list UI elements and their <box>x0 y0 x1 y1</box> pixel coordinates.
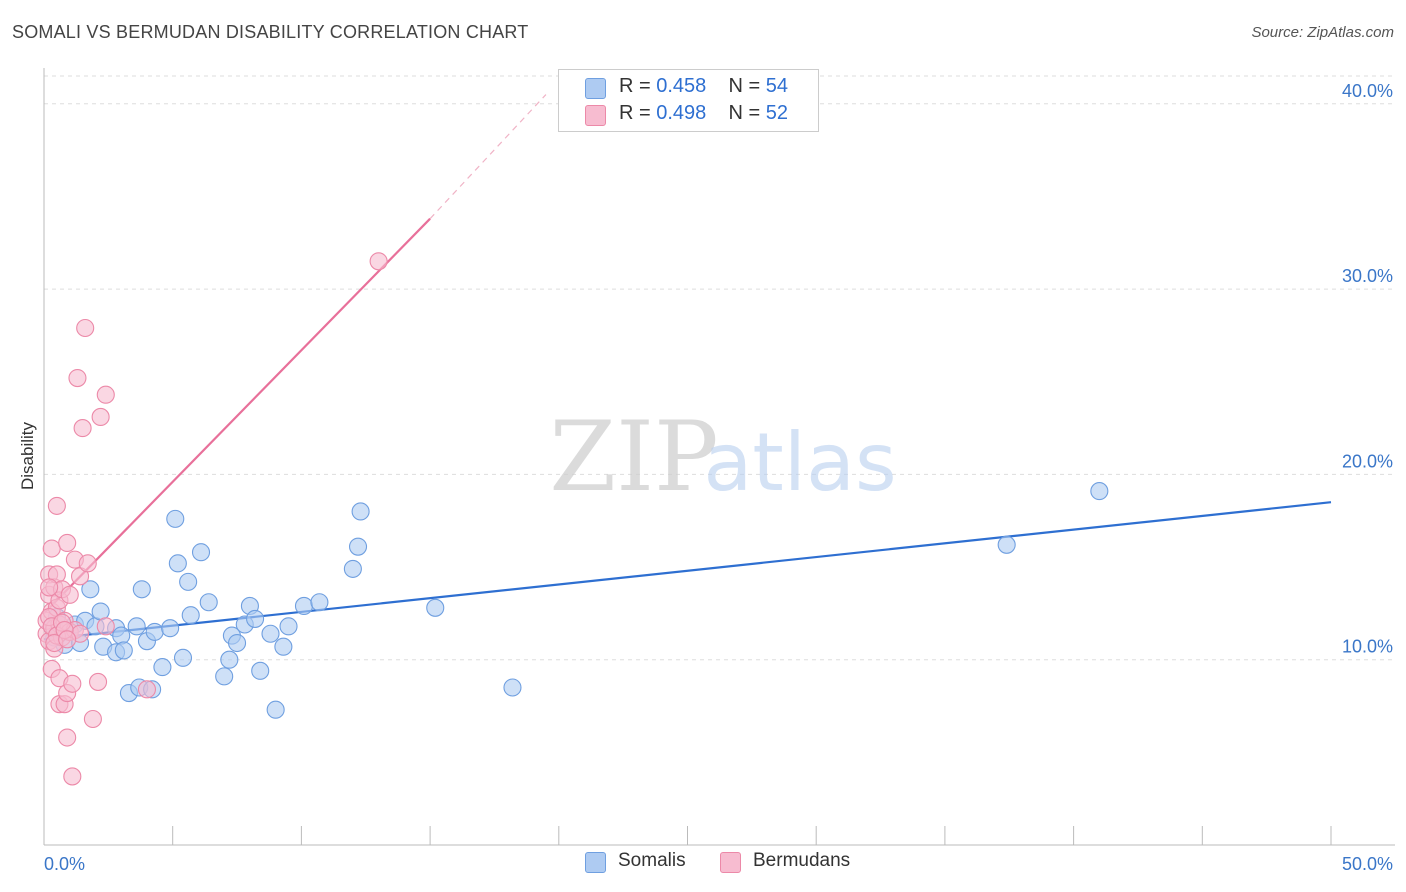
bermudan-point <box>60 585 79 604</box>
somali-point <box>343 559 362 578</box>
bermudan-point <box>58 630 77 649</box>
y-tick-label: 30.0% <box>1342 266 1393 286</box>
tick-labels: 10.0% 20.0% 30.0% 40.0% 0.0% 50.0% <box>44 81 1393 874</box>
y-axis-label: Disability <box>18 421 37 490</box>
somali-point <box>114 641 133 660</box>
somalis-legend-label: Somalis <box>618 850 686 871</box>
stats-legend: R = 0.458 N = 54 R = 0.498 N = 52 <box>558 69 819 132</box>
somali-point <box>279 617 298 636</box>
source-label: Source: ZipAtlas.com <box>1251 24 1394 41</box>
bermudan-swatch <box>585 105 606 126</box>
somali-point <box>997 535 1016 554</box>
watermark-zip: ZIP <box>549 401 718 513</box>
bermudan-point <box>83 709 102 729</box>
chart-title: SOMALI VS BERMUDAN DISABILITY CORRELATIO… <box>12 22 529 42</box>
somali-point <box>145 622 164 641</box>
bermudan-point <box>58 728 77 747</box>
bermudan-point <box>63 674 82 693</box>
bermudans-legend-label: Bermudans <box>753 850 851 871</box>
somali-point <box>199 593 218 612</box>
somali-point <box>228 633 247 653</box>
y-tick-label: 20.0% <box>1342 451 1393 471</box>
somali-n-label: N = <box>728 75 766 97</box>
data-points <box>37 252 1109 786</box>
somali-swatch <box>585 78 606 99</box>
x-tick-label: 50.0% <box>1342 854 1393 874</box>
somali-point <box>112 626 131 645</box>
somali-r-label: R = <box>619 75 657 97</box>
somali-point <box>251 661 270 680</box>
watermark-atlas: atlas <box>703 416 896 509</box>
somali-point <box>266 700 285 719</box>
bermudan-point <box>58 533 77 553</box>
bermudan-point <box>96 385 115 404</box>
bermudan-point <box>96 617 115 636</box>
bermudans-legend-swatch <box>720 852 741 873</box>
bermudan-trendline-extension <box>429 94 547 220</box>
somali-point <box>503 678 522 697</box>
gridlines <box>44 75 1395 661</box>
somali-point <box>191 543 211 562</box>
bermudan-point <box>91 407 110 427</box>
somali-point <box>426 598 445 617</box>
somali-point <box>220 650 239 669</box>
bermudan-point <box>47 496 66 515</box>
somali-point <box>181 606 200 625</box>
somali-point <box>215 667 234 686</box>
trendlines <box>43 94 1332 641</box>
bermudan-point <box>89 672 108 691</box>
somali-point <box>348 537 368 556</box>
bermudan-point <box>63 767 82 786</box>
somali-point <box>153 658 172 677</box>
bermudan-n-value: 52 <box>765 102 789 124</box>
somali-point <box>246 609 265 628</box>
bermudan-point <box>78 554 97 573</box>
bermudan-point <box>40 578 59 597</box>
somali-point <box>132 580 151 599</box>
somali-point <box>294 596 314 616</box>
bermudan-point <box>369 252 388 271</box>
y-tick-label: 40.0% <box>1342 81 1393 101</box>
somali-point <box>179 572 198 591</box>
somali-point <box>1090 482 1109 501</box>
somali-point <box>351 502 370 521</box>
y-tick-label: 10.0% <box>1342 637 1393 657</box>
bermudan-point <box>42 539 61 558</box>
x-tick-label: 0.0% <box>44 854 85 874</box>
somali-point <box>166 509 185 528</box>
somali-point <box>310 593 329 612</box>
bermudan-point <box>76 318 95 338</box>
somali-r-value: 0.458 <box>656 75 707 97</box>
watermark: ZIP atlas <box>549 401 896 513</box>
somali-point <box>173 648 193 667</box>
somali-n-value: 54 <box>765 75 789 97</box>
somali-point <box>127 617 146 636</box>
bermudan-point <box>137 680 157 699</box>
bermudan-point <box>68 368 87 388</box>
bermudan-trendline <box>43 217 431 615</box>
bermudan-r-label: R = <box>619 102 657 124</box>
somalis-legend-swatch <box>585 852 606 873</box>
somali-point <box>274 637 293 656</box>
somali-point <box>168 554 187 573</box>
bermudan-n-label: N = <box>728 102 766 124</box>
somali-trendline <box>43 501 1332 641</box>
somali-point <box>81 580 100 599</box>
bermudan-point <box>73 419 92 438</box>
somali-point <box>261 624 280 643</box>
bermudan-r-value: 0.498 <box>656 102 707 124</box>
axes <box>43 68 1395 846</box>
somali-point <box>161 619 180 638</box>
